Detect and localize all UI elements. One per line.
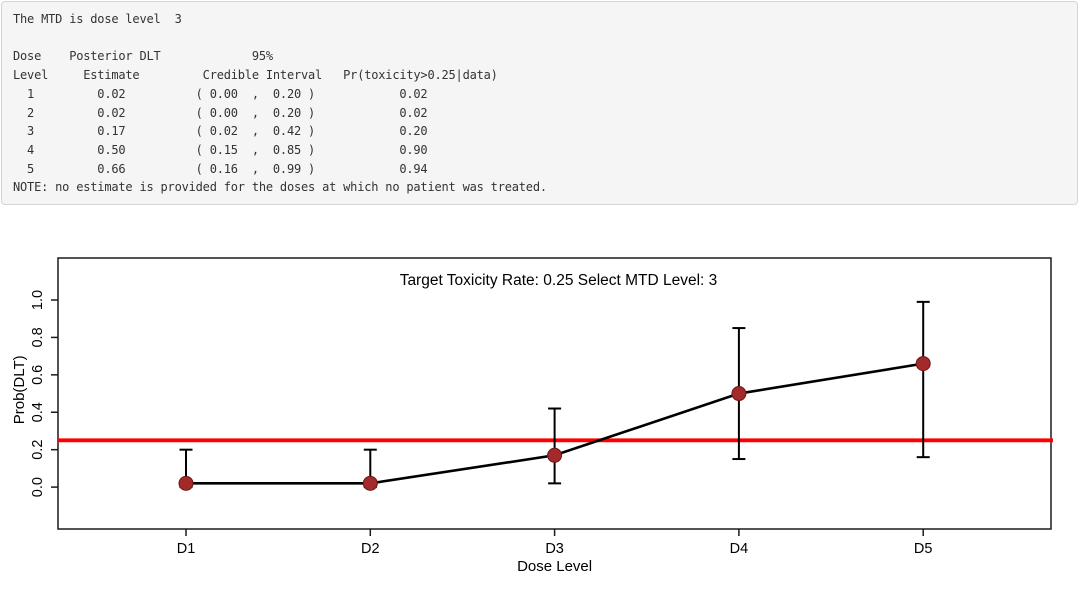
x-tick-label: D1 [177,541,196,557]
y-tick-label: 0.2 [30,440,46,460]
x-tick-label: D3 [545,541,564,557]
y-tick-label: 0.8 [30,327,46,347]
estimate-point-D5 [915,356,931,372]
console-output-panel: The MTD is dose level 3 Dose Posterior D… [1,1,1078,205]
x-tick-label: D5 [914,541,933,557]
y-axis-title: Prob(DLT) [11,355,28,424]
estimate-point-D1 [178,475,194,491]
y-tick-label: 0.6 [30,365,46,385]
x-axis-title: Dose Level [517,558,592,575]
estimate-point-D3 [547,447,563,463]
chart-title: Target Toxicity Rate: 0.25 Select MTD Le… [400,272,718,289]
console-output-text: The MTD is dose level 3 Dose Posterior D… [13,12,547,195]
estimate-point-D2 [362,475,378,491]
y-tick-label: 0.4 [30,402,46,422]
x-tick-label: D4 [730,541,749,557]
estimate-point-D4 [731,386,747,402]
y-tick-label: 1.0 [30,290,46,310]
x-tick-label: D2 [361,541,380,557]
y-tick-label: 0.0 [30,477,46,497]
plot-border [57,257,1052,530]
